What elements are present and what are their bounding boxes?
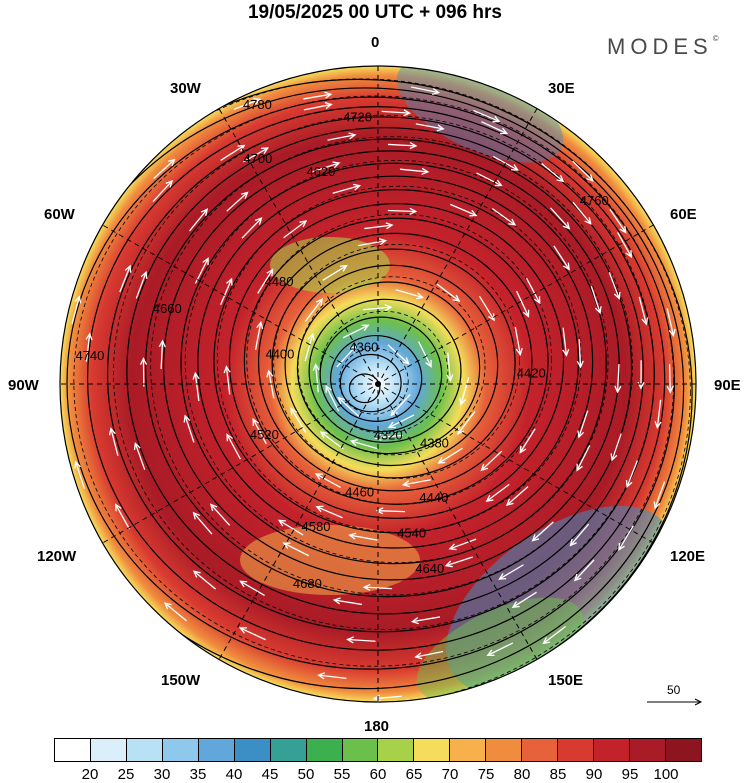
colorbar-tick-label: 75 <box>478 766 495 783</box>
contour-label: 4400 <box>263 346 297 361</box>
colorbar-swatch <box>558 739 594 761</box>
contour-label-text: 4740 <box>75 348 104 363</box>
contour-label: 4660 <box>150 301 184 316</box>
lon-label-180: 180 <box>364 718 389 736</box>
contour-label-text: 4420 <box>517 365 546 380</box>
polar-map: 4320 4360 4380 4400 4420 4440 4460 4480 4520 4540… <box>0 0 750 740</box>
lon-label-0: 0 <box>371 34 379 52</box>
contour-label: 4460 <box>343 484 377 499</box>
contour-label: 4640 <box>413 561 447 576</box>
colorbar-tick-label: 20 <box>82 766 99 783</box>
colorbar-tick-label: 25 <box>118 766 135 783</box>
lon-label-90w: 90W <box>8 377 39 395</box>
contour-label-text: 4720 <box>343 110 372 125</box>
colorbar-tick-label: 65 <box>406 766 423 783</box>
colorbar-swatch <box>307 739 343 761</box>
contour-label: 4680 <box>290 576 324 591</box>
contour-label: 4620 <box>304 164 338 179</box>
contour-label: 4380 <box>417 436 451 451</box>
contour-label: 4520 <box>247 427 281 442</box>
lon-label-30w: 30W <box>170 80 201 98</box>
wind-vector <box>42 359 48 387</box>
colorbar-tick-label: 30 <box>154 766 171 783</box>
contour-label-text: 4520 <box>250 427 279 442</box>
contour-label-text: 4480 <box>265 274 294 289</box>
lon-label-90e: 90E <box>714 377 741 395</box>
colorbar-swatch <box>91 739 127 761</box>
lon-label-60e: 60E <box>670 206 697 224</box>
colorbar-swatch <box>414 739 450 761</box>
contour-label-text: 4440 <box>419 490 448 505</box>
pole-marker <box>375 381 381 387</box>
colorbar-swatch <box>666 739 701 761</box>
contour-label: 4720 <box>341 110 375 125</box>
contour-label-text: 4320 <box>374 428 403 443</box>
colorbar-swatch <box>594 739 630 761</box>
colorbar-tick-label: 70 <box>442 766 459 783</box>
colorbar-swatch <box>486 739 522 761</box>
lon-label-150w: 150W <box>161 672 200 690</box>
colorbar-swatch <box>522 739 558 761</box>
contour-label: 4320 <box>371 428 405 443</box>
colorbar-tick-label: 90 <box>586 766 603 783</box>
colorbar-swatch <box>163 739 199 761</box>
lon-label-30e: 30E <box>548 80 575 98</box>
colorbar-swatch <box>378 739 414 761</box>
colorbar-tick-label: 85 <box>550 766 567 783</box>
colorbar-tick-label: 35 <box>190 766 207 783</box>
colorbar-swatch <box>55 739 91 761</box>
colorbar-swatch <box>343 739 379 761</box>
contour-label: 4740 <box>73 348 107 363</box>
vector-scale: 50 <box>645 683 705 713</box>
colorbar-swatch <box>450 739 486 761</box>
contour-label: 4700 <box>241 151 275 166</box>
contour-label-text: 4400 <box>265 346 294 361</box>
colorbar-swatch <box>271 739 307 761</box>
contour-label-text: 4760 <box>580 193 609 208</box>
colorbar-tick-label: 45 <box>262 766 279 783</box>
contour-label-text: 4360 <box>349 340 378 355</box>
contour-label-text: 4580 <box>302 519 331 534</box>
contour-label: 4760 <box>577 193 611 208</box>
contour-label-text: 4780 <box>243 97 272 112</box>
colorbar-tick-label: 55 <box>334 766 351 783</box>
colorbar-swatch <box>630 739 666 761</box>
contour-label: 4780 <box>240 97 274 112</box>
colorbar-tick-label: 100 <box>653 766 678 783</box>
contour-label-text: 4700 <box>243 151 272 166</box>
contour-label-text: 4620 <box>306 164 335 179</box>
contour-label-text: 4660 <box>153 301 182 316</box>
colorbar-tick-label: 80 <box>514 766 531 783</box>
colorbar-tick-label: 95 <box>622 766 639 783</box>
contour-label: 4420 <box>514 365 548 380</box>
vector-scale-label: 50 <box>667 683 680 697</box>
colorbar-swatch <box>235 739 271 761</box>
vector-scale-arrow-icon <box>645 697 705 707</box>
lon-label-150e: 150E <box>548 672 583 690</box>
contour-label-text: 4380 <box>420 436 449 451</box>
colorbar-tick-label: 40 <box>226 766 243 783</box>
lon-label-60w: 60W <box>44 206 75 224</box>
lon-label-120e: 120E <box>670 548 705 566</box>
colorbar-swatches <box>54 738 702 762</box>
contour-label: 4440 <box>417 490 451 505</box>
contour-label: 4580 <box>299 519 333 534</box>
contour-label: 4540 <box>395 526 429 541</box>
contour-label-text: 4640 <box>415 561 444 576</box>
colorbar-tick-label: 50 <box>298 766 315 783</box>
colorbar-swatch <box>199 739 235 761</box>
contour-label-text: 4460 <box>345 484 374 499</box>
contour-label-text: 4540 <box>397 526 426 541</box>
colorbar-tick-label: 60 <box>370 766 387 783</box>
contour-label-text: 4680 <box>293 576 322 591</box>
lon-label-120w: 120W <box>37 548 76 566</box>
colorbar-swatch <box>127 739 163 761</box>
contour-label: 4480 <box>262 274 296 289</box>
wind-vector <box>78 530 92 554</box>
contour-label: 4360 <box>347 340 381 355</box>
